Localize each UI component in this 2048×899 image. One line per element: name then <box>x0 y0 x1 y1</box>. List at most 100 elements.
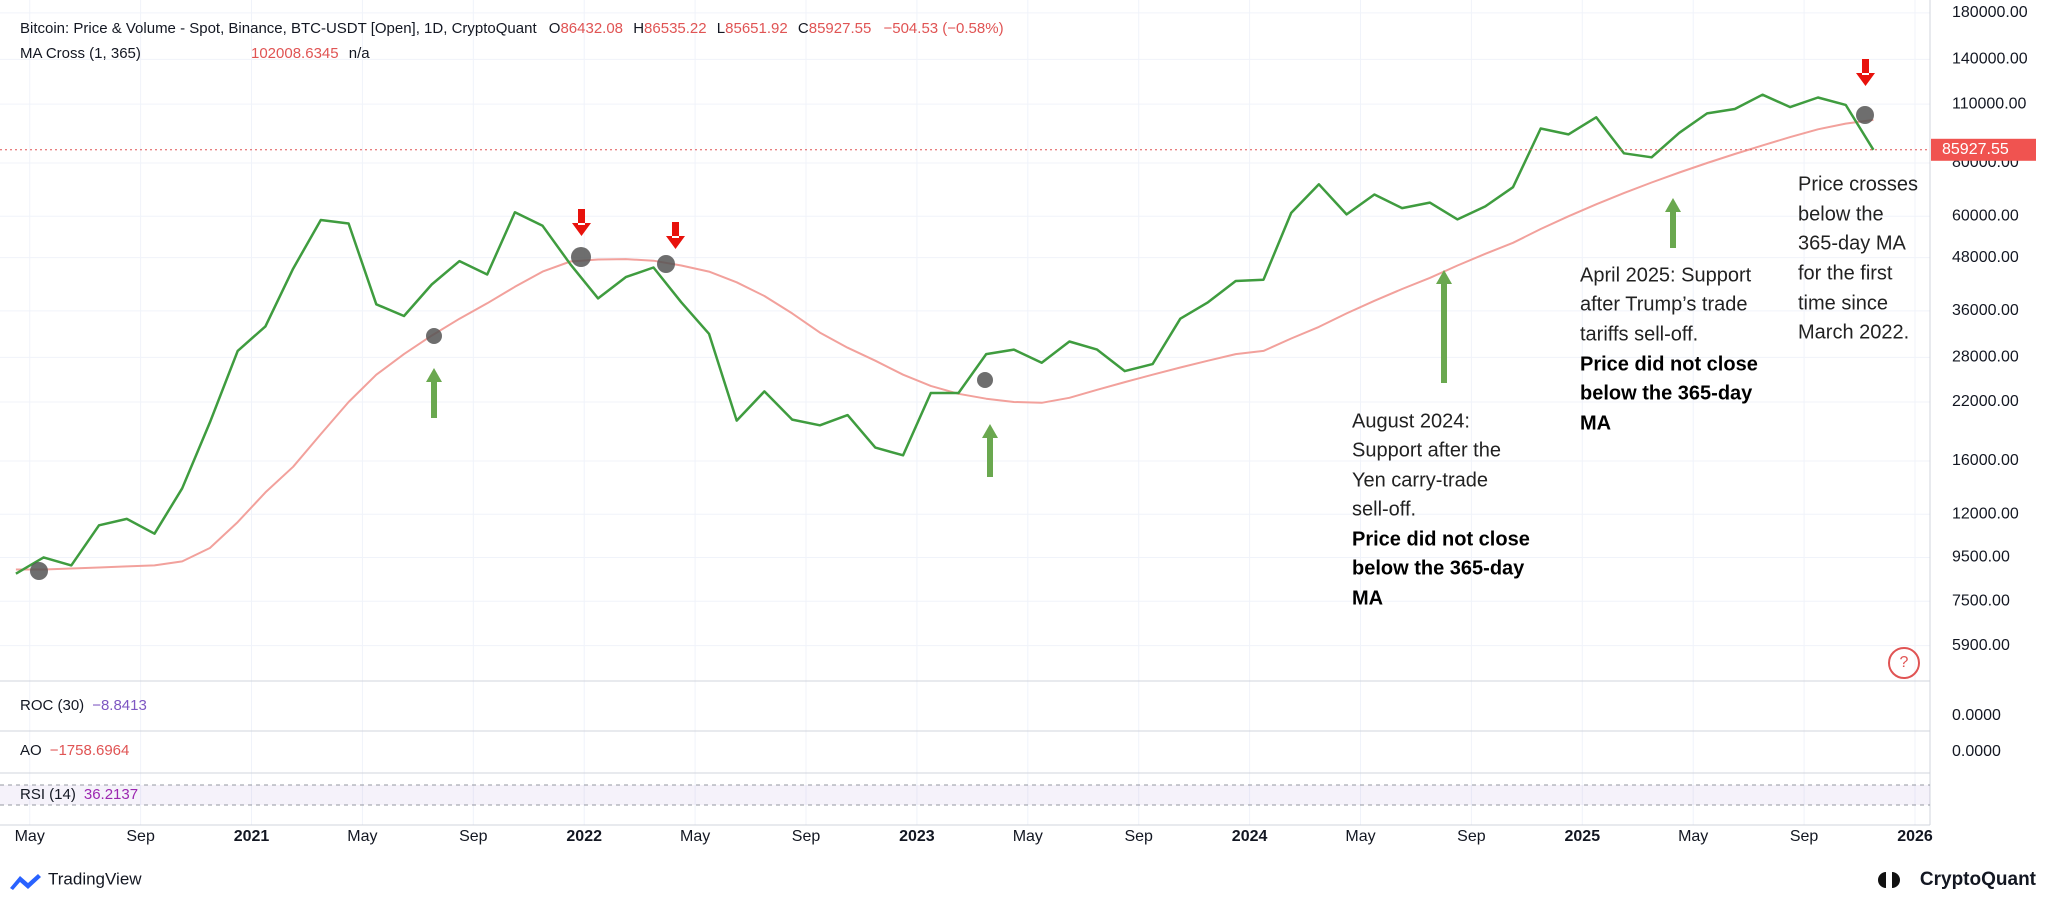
annotation-text: March 2022. <box>1798 321 1909 343</box>
ohlc-value: 86432.08 <box>560 20 623 37</box>
x-tick-label: May <box>347 828 377 845</box>
y-tick-label: 16000.00 <box>1952 452 2019 469</box>
annotation-text: April 2025: Support <box>1580 264 1752 286</box>
footer-right: CryptoQuant <box>1920 869 2037 890</box>
legend-title: Bitcoin: Price & Volume - Spot, Binance,… <box>20 20 1004 37</box>
cross-marker <box>977 372 993 388</box>
annotation-bold: MA <box>1580 412 1611 434</box>
annotation-text: for the first <box>1798 262 1893 284</box>
annotation-bold: MA <box>1352 587 1383 609</box>
down-arrow <box>666 222 685 249</box>
y-tick-label: 36000.00 <box>1952 302 2019 319</box>
support-arrows <box>426 198 1681 477</box>
annotation-bold: below the 365-day <box>1580 382 1753 404</box>
ohlc-label: C <box>798 20 809 37</box>
help-icon-glyph[interactable]: ? <box>1900 654 1909 671</box>
change: −504.53 (−0.58%) <box>883 20 1003 37</box>
x-tick-label: Sep <box>1457 828 1486 845</box>
y-tick-label: 12000.00 <box>1952 505 2019 522</box>
last-price-tag <box>1931 138 2036 161</box>
cross-arrows <box>572 59 1875 249</box>
plot <box>0 93 1930 575</box>
annotation-bold: below the 365-day <box>1352 557 1525 579</box>
annotation-text: time since <box>1798 292 1888 314</box>
x-tick-label: May <box>1678 828 1708 845</box>
indicator-legend: AO −1758.6964 <box>20 742 129 759</box>
annotation-text: Yen carry-trade <box>1352 469 1488 491</box>
tradingview-logo <box>10 874 41 890</box>
ma-legend-values: 102008.6345 n/a <box>251 45 370 62</box>
x-tick-label: 2022 <box>566 828 602 845</box>
x-tick-label: May <box>15 828 45 845</box>
annotation-text: Price crosses <box>1798 173 1918 195</box>
y-tick-label: 5900.00 <box>1952 637 2010 654</box>
down-arrow <box>572 209 591 236</box>
annotation-bold: Price did not close <box>1352 528 1530 550</box>
ma-extra: n/a <box>349 45 371 62</box>
y-tick-label: 48000.00 <box>1952 249 2019 266</box>
down-arrow <box>1856 59 1875 86</box>
cross-markers <box>30 106 1874 580</box>
annotation-text: 365-day MA <box>1798 232 1906 254</box>
cross-marker <box>1856 106 1874 124</box>
y-tick-label: 180000.00 <box>1952 4 2028 21</box>
cross-marker <box>426 328 442 344</box>
cross-marker <box>657 255 675 273</box>
annotation-text: tariffs sell-off. <box>1580 323 1698 345</box>
x-tick-label: 2025 <box>1565 828 1601 845</box>
title: Bitcoin: Price & Volume - Spot, Binance,… <box>20 20 537 37</box>
indicator-name: ROC (30) <box>20 697 84 714</box>
ohlc-value: 85927.55 <box>809 20 872 37</box>
y-tick-label: 22000.00 <box>1952 393 2019 410</box>
annotation: April 2025: Support after Trump’s trade … <box>1580 264 1758 434</box>
annotation-text: sell-off. <box>1352 498 1416 520</box>
x-tick-label: 2024 <box>1232 828 1268 845</box>
ohlc-label: H <box>633 20 644 37</box>
indicator-axis-label: 0.0000 <box>1952 707 2001 724</box>
ma-line <box>15 118 1874 571</box>
ohlc-label: O <box>549 20 561 37</box>
x-tick-label: May <box>680 828 710 845</box>
y-tick-label: 7500.00 <box>1952 592 2010 609</box>
cross-marker <box>571 247 591 267</box>
x-tick-label: Sep <box>792 828 821 845</box>
y-tick-label: 140000.00 <box>1952 51 2028 68</box>
y-tick-label: 110000.00 <box>1952 95 2027 112</box>
up-arrow <box>1436 270 1452 383</box>
indicator-value: −8.8413 <box>92 697 147 714</box>
ma-legend: MA Cross (1, 365) <box>20 45 141 62</box>
indicator-name: AO <box>20 742 42 759</box>
up-arrow <box>426 368 442 418</box>
annotation-text: August 2024: <box>1352 410 1470 432</box>
indicator-axis-label: 0.0000 <box>1952 743 2001 760</box>
rsi-band <box>0 785 1930 805</box>
up-arrow <box>1665 198 1681 248</box>
indicator-name: RSI (14) <box>20 786 76 803</box>
price-line <box>15 93 1875 575</box>
x-tick-label: 2023 <box>899 828 935 845</box>
x-tick-label: 2021 <box>234 828 270 845</box>
annotation-text: after Trump’s trade <box>1580 293 1747 315</box>
indicator-value: 36.2137 <box>84 786 138 803</box>
help-icon[interactable] <box>1888 647 1920 679</box>
annotation-text: Support after the <box>1352 439 1501 461</box>
ohlc-label: L <box>717 20 725 37</box>
grid <box>0 0 1930 825</box>
up-arrow <box>982 424 998 477</box>
indicator-legend: RSI (14) 36.2137 <box>20 786 138 803</box>
last-price-label: 85927.55 <box>1942 141 2009 158</box>
annotation: Price crosses below the 365-day MA for t… <box>1798 173 1918 343</box>
ohlc-value: 85651.92 <box>725 20 788 37</box>
y-tick-label: 9500.00 <box>1952 549 2010 566</box>
annotation: August 2024: Support after the Yen carry… <box>1352 410 1530 609</box>
y-tick-label: 60000.00 <box>1952 207 2019 224</box>
x-tick-label: May <box>1345 828 1375 845</box>
x-tick-label: 2026 <box>1897 828 1933 845</box>
ohlc-value: 86535.22 <box>644 20 707 37</box>
x-tick-label: Sep <box>126 828 155 845</box>
x-tick-label: Sep <box>1790 828 1819 845</box>
annotation-text: below the <box>1798 203 1884 225</box>
x-tick-label: Sep <box>1124 828 1153 845</box>
annotation-bold: Price did not close <box>1580 353 1758 375</box>
